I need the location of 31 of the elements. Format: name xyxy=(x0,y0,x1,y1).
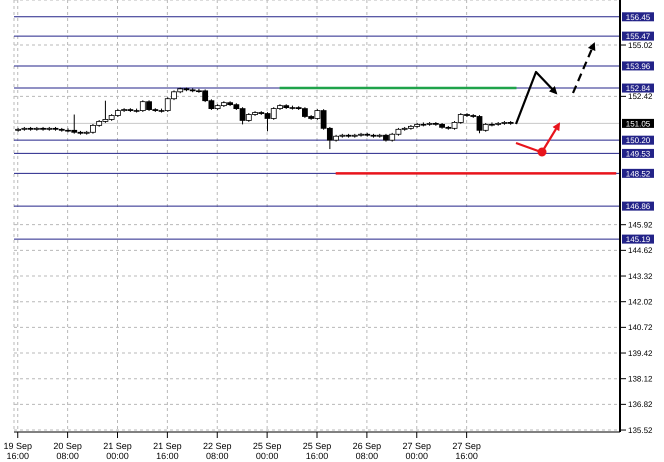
ref-line-label: 149.53 xyxy=(626,149,651,158)
ref-line-label: 145.19 xyxy=(626,235,651,244)
x-tick-label: 27 Sep 00:00 xyxy=(402,441,432,461)
y-tick-label: 152.42 xyxy=(628,92,654,102)
ref-line-label: 146.86 xyxy=(626,202,651,212)
ref-line-label: 155.47 xyxy=(626,32,651,42)
y-tick-label: 140.72 xyxy=(628,323,654,332)
y-tick-label: 155.02 xyxy=(628,40,654,50)
x-tick-label: 20 Sep 08:00 xyxy=(53,441,82,461)
y-tick-label: 144.62 xyxy=(628,246,654,256)
y-tick-label: 138.12 xyxy=(628,374,654,384)
x-tick-label: 21 Sep 16:00 xyxy=(153,441,182,461)
x-tick-label: 21 Sep 00:00 xyxy=(103,441,132,461)
x-tick-label: 25 Sep 00:00 xyxy=(252,441,282,461)
x-tick-label: 19 Sep 16:00 xyxy=(3,441,32,461)
y-tick-label: 145.92 xyxy=(628,220,654,230)
y-tick-label: 136.82 xyxy=(628,400,654,410)
x-tick-label: 22 Sep 08:00 xyxy=(202,441,232,461)
y-tick-label: 142.02 xyxy=(628,298,654,307)
y-tick-label: 135.52 xyxy=(628,426,654,435)
ref-line-label: 152.84 xyxy=(626,84,651,94)
y-tick-label: 143.32 xyxy=(628,272,654,281)
x-tick-label: 26 Sep 08:00 xyxy=(352,441,382,461)
x-tick-label: 25 Sep 16:00 xyxy=(302,441,332,461)
ref-line-label: 153.96 xyxy=(626,62,651,71)
ref-line-label: 156.45 xyxy=(626,12,651,22)
x-tick-label: 27 Sep 16:00 xyxy=(452,441,481,461)
ref-line-label: 148.52 xyxy=(626,169,651,178)
ref-line-label: 150.20 xyxy=(626,136,651,146)
y-tick-label: 139.42 xyxy=(628,348,654,358)
ref-line-label: 151.05 xyxy=(626,119,651,128)
